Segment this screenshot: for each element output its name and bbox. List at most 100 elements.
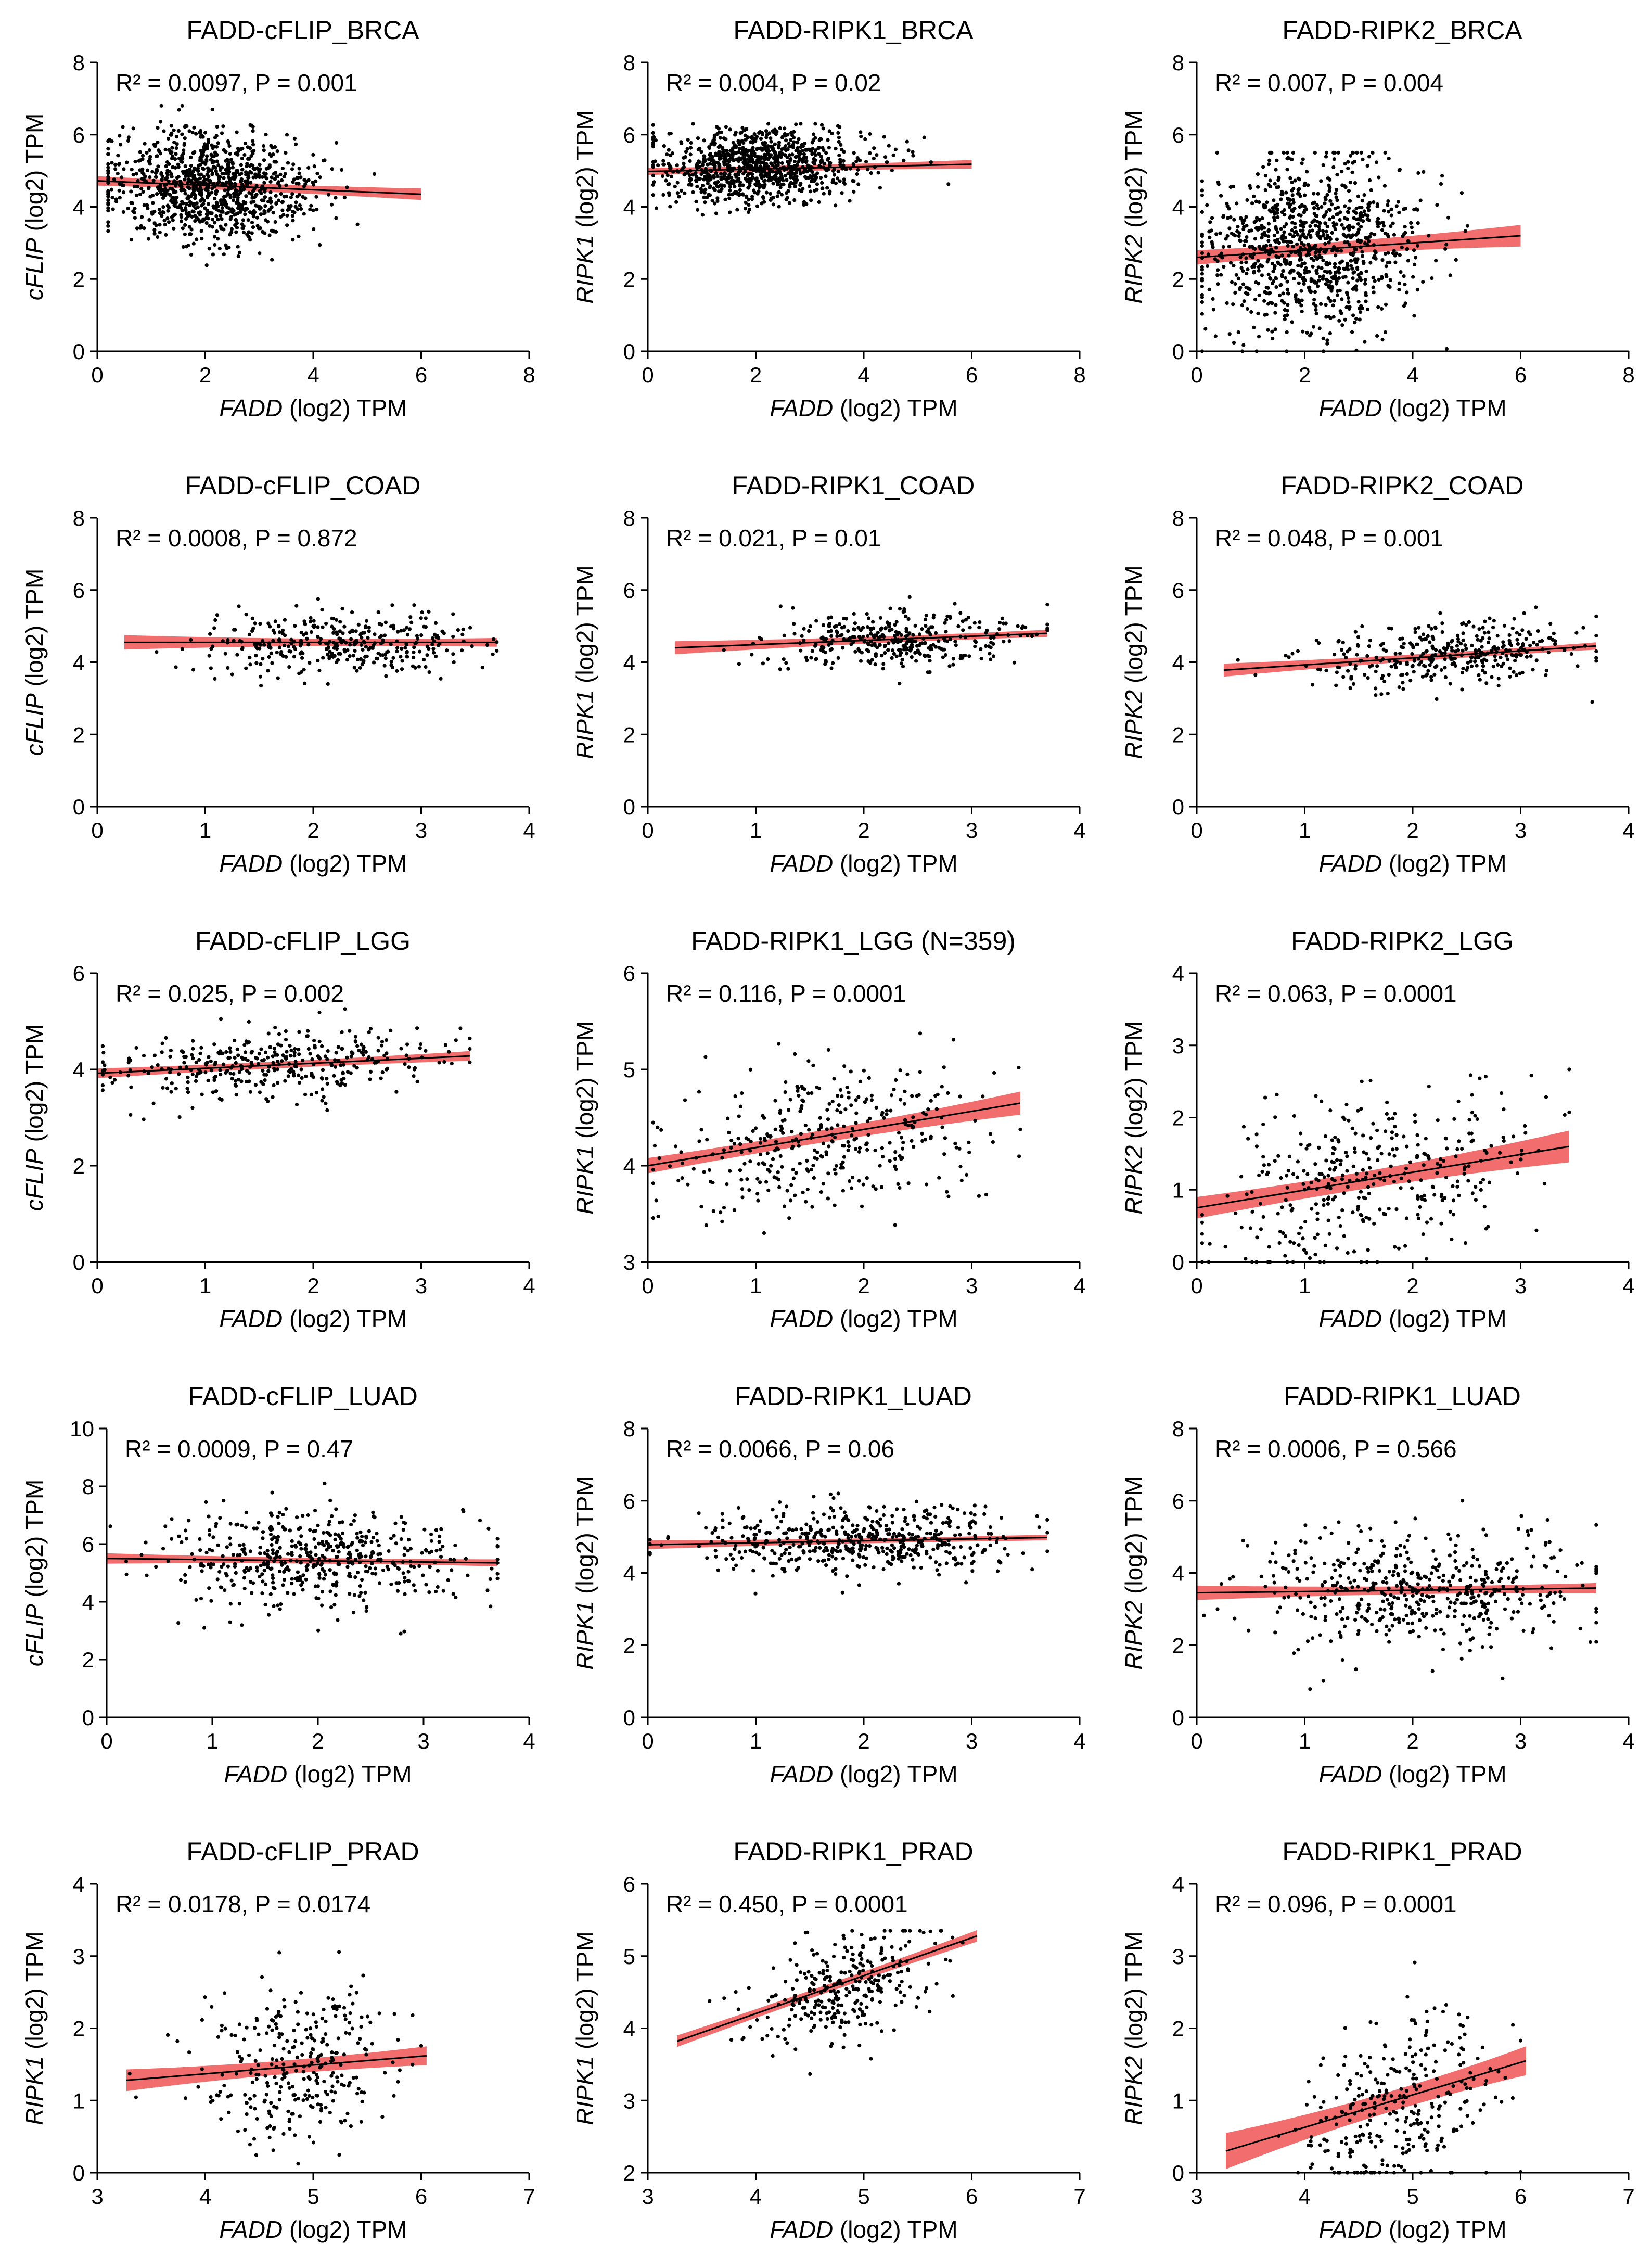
data-point — [712, 186, 716, 190]
data-point — [161, 1086, 165, 1090]
data-point — [273, 619, 277, 623]
data-point — [712, 138, 716, 142]
data-point — [1354, 206, 1359, 211]
data-point — [185, 196, 189, 200]
data-point — [1287, 202, 1291, 206]
data-point — [468, 1060, 472, 1064]
data-point — [825, 1107, 829, 1112]
data-point — [747, 203, 751, 207]
data-point — [197, 1057, 201, 1062]
data-point — [1427, 624, 1431, 628]
data-point — [714, 171, 718, 175]
data-point — [800, 189, 804, 193]
data-point — [903, 1118, 907, 1122]
data-point — [1347, 300, 1351, 304]
data-point — [244, 666, 248, 670]
data-point — [668, 1164, 672, 1168]
data-point — [1218, 231, 1222, 235]
data-point — [204, 159, 209, 163]
data-point — [188, 168, 192, 172]
data-point — [212, 1078, 216, 1082]
data-point — [240, 146, 245, 150]
data-point — [1016, 624, 1020, 628]
data-point — [1338, 288, 1342, 293]
data-point — [1250, 201, 1254, 206]
data-point — [100, 1044, 105, 1048]
data-point — [1296, 192, 1300, 196]
data-point — [1221, 245, 1225, 249]
data-point — [910, 643, 914, 647]
data-point — [1480, 659, 1484, 663]
data-point — [688, 152, 693, 157]
data-point — [485, 643, 490, 647]
data-point — [760, 174, 764, 178]
data-point — [205, 144, 210, 148]
data-point — [1510, 626, 1515, 630]
data-point — [1277, 241, 1281, 245]
data-point — [184, 212, 188, 216]
data-point — [917, 632, 922, 636]
data-point — [1279, 227, 1283, 231]
data-point — [237, 203, 241, 208]
data-point — [210, 186, 214, 190]
data-point — [311, 1075, 316, 1079]
data-point — [1271, 206, 1275, 210]
data-point — [1398, 253, 1402, 257]
data-point — [724, 125, 728, 129]
x-tick-label: 3 — [966, 818, 978, 843]
data-point — [1233, 282, 1237, 286]
stat-annotation: R² = 0.0008, P = 0.872 — [116, 525, 357, 552]
data-point — [126, 138, 131, 143]
data-point — [195, 237, 199, 241]
data-point — [378, 653, 383, 657]
data-point — [720, 1156, 724, 1160]
data-point — [1291, 245, 1295, 249]
data-point — [904, 614, 908, 618]
data-point — [1319, 302, 1323, 306]
data-point — [869, 1098, 874, 1102]
data-point — [1368, 261, 1373, 265]
data-point — [810, 1091, 814, 1095]
data-point — [827, 146, 831, 150]
data-point — [1429, 678, 1433, 682]
data-point — [922, 135, 926, 139]
data-point — [799, 1106, 803, 1111]
data-point — [165, 1086, 170, 1090]
data-point — [1384, 264, 1388, 269]
data-point — [812, 173, 816, 177]
data-point — [859, 659, 863, 663]
data-point — [253, 621, 257, 626]
data-point — [651, 163, 655, 167]
data-point — [1400, 673, 1404, 677]
data-point — [1344, 655, 1348, 660]
data-point — [1219, 194, 1223, 198]
data-point — [780, 177, 784, 182]
data-point — [1460, 671, 1465, 675]
data-point — [308, 661, 312, 665]
data-point — [249, 181, 253, 185]
data-point — [244, 1050, 248, 1054]
data-point — [1282, 230, 1286, 234]
data-point — [1399, 270, 1403, 274]
data-point — [214, 1089, 219, 1093]
data-point — [1368, 178, 1372, 183]
data-point — [157, 208, 162, 212]
data-point — [1469, 664, 1474, 668]
data-point — [1230, 280, 1234, 284]
data-point — [1343, 162, 1347, 166]
data-point — [272, 1047, 276, 1051]
data-point — [804, 155, 808, 159]
data-point — [841, 159, 846, 163]
data-point — [177, 1115, 182, 1119]
data-point — [1428, 663, 1432, 667]
data-point — [211, 644, 215, 648]
x-tick-label: 0 — [642, 1273, 654, 1298]
data-point — [216, 163, 221, 168]
data-point — [1405, 660, 1409, 665]
data-point — [140, 171, 145, 175]
data-point — [368, 1027, 373, 1031]
data-point — [1394, 665, 1398, 670]
data-point — [159, 190, 163, 195]
data-point — [777, 1042, 781, 1046]
